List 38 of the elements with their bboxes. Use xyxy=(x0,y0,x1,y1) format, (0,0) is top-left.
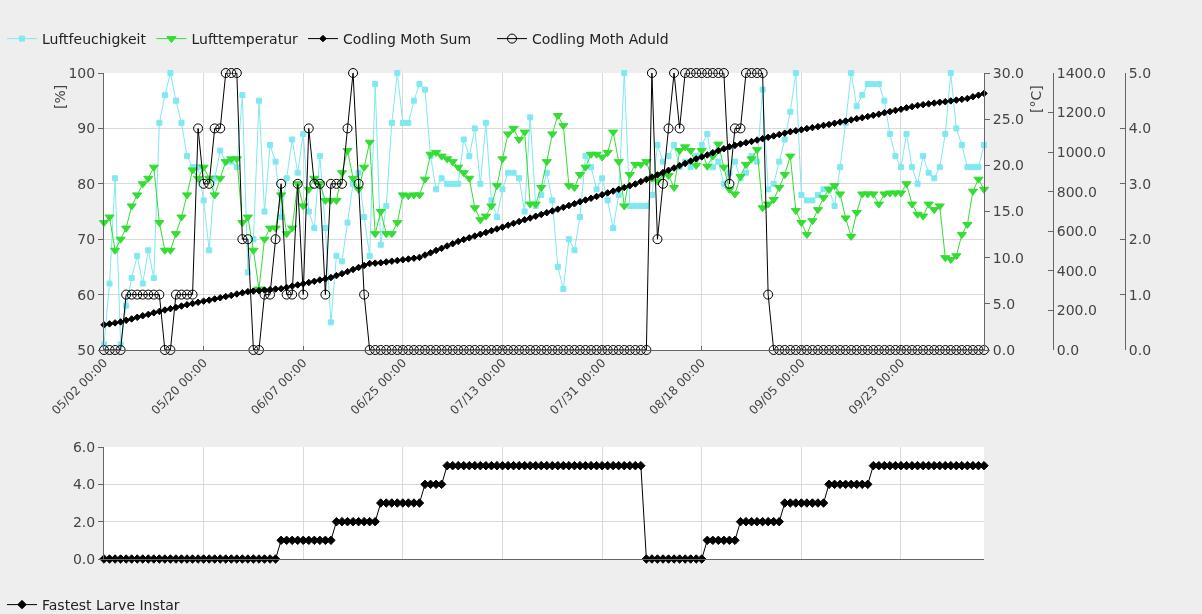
legend-label: Codling Moth Sum xyxy=(343,31,472,48)
y-tick-label: 100 xyxy=(68,64,96,81)
y-tick-label: 4.0 xyxy=(1128,120,1152,137)
y3-tick-label: 600.0 xyxy=(1056,223,1097,240)
y2-tick-label: 25.0 xyxy=(992,111,1024,128)
y3-tick-label: 1000.0 xyxy=(1056,144,1106,161)
y2-tick-label: 5.0 xyxy=(992,295,1016,312)
y-tick-label: 0.0 xyxy=(72,550,96,567)
y-tick-label: 6.0 xyxy=(72,438,96,455)
legend-label: Lufttemperatur xyxy=(191,31,299,48)
y-tick-label: 2.0 xyxy=(1128,231,1152,248)
y3-tick-label: 1200.0 xyxy=(1056,104,1106,121)
legend-label: Codling Moth Aduld xyxy=(532,31,669,48)
y3-tick-label: 1400.0 xyxy=(1056,64,1106,81)
y-tick-label: 60 xyxy=(77,286,96,303)
y-tick-label: 80 xyxy=(77,175,96,192)
y2-tick-label: 20.0 xyxy=(992,157,1024,174)
y2-tick-label: 0.0 xyxy=(992,341,1016,358)
y-tick-label: 5.0 xyxy=(1128,64,1152,81)
legend-label: Fastest Larve Instar xyxy=(42,597,180,614)
legend-label: Luftfeuchigkeit xyxy=(42,31,147,48)
y2-tick-label: 10.0 xyxy=(992,249,1024,266)
y-tick-label: 3.0 xyxy=(1128,175,1152,192)
y-tick-label: 2.0 xyxy=(72,513,96,530)
y3-tick-label: 0.0 xyxy=(1056,341,1080,358)
y3-tick-label: 200.0 xyxy=(1056,302,1097,319)
y-tick-label: 90 xyxy=(77,120,96,137)
y-axis-title: [%] xyxy=(52,84,68,109)
y-tick-label: 70 xyxy=(77,231,96,248)
y3-tick-label: 400.0 xyxy=(1056,262,1097,279)
y-tick-label: 4.0 xyxy=(72,476,96,493)
y-tick-label: 0.0 xyxy=(1128,341,1152,358)
y2-tick-label: 30.0 xyxy=(992,64,1024,81)
y-tick-label: 50 xyxy=(77,341,96,358)
y2-axis-title: [°C] xyxy=(1028,85,1044,113)
y3-tick-label: 800.0 xyxy=(1056,183,1097,200)
y2-tick-label: 15.0 xyxy=(992,203,1024,220)
y-tick-label: 1.0 xyxy=(1128,286,1152,303)
